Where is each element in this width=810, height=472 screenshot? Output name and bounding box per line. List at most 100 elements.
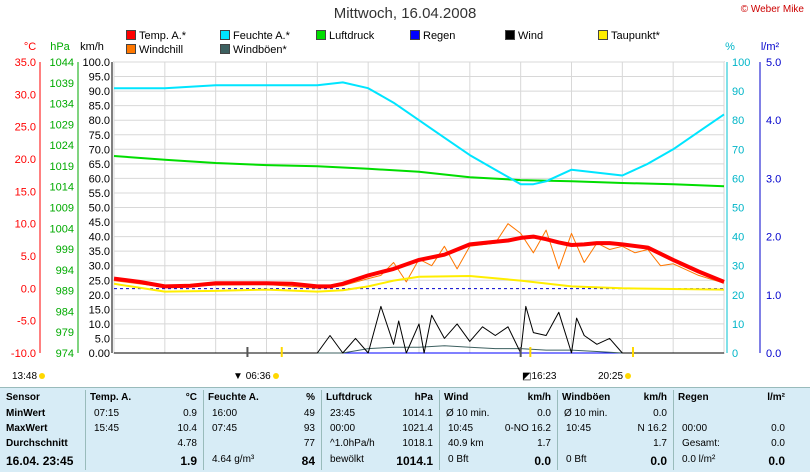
row-label: MinWert — [6, 408, 46, 419]
rain-tick-label: 0.0 — [766, 348, 781, 360]
cell-label: 15:45 — [94, 423, 120, 434]
marker-sunrise: ▼ 06:36 — [233, 371, 279, 382]
rain-tick-label: 3.0 — [766, 173, 781, 185]
cell-value: 0.9 — [183, 408, 197, 419]
table-column-divider — [321, 390, 322, 470]
weather-chart: 35.0 30.0 25.0 20.0 15.0 10.0 5.0 0.0 -5.0 -10.0 1… — [11, 4, 804, 360]
cell-label: Ø 10 min. — [446, 408, 490, 419]
legend-label: Windchill — [139, 44, 184, 56]
cell-value: 0.0 — [650, 454, 667, 468]
hum-tick-label: 80 — [732, 115, 744, 127]
series-line-windben — [114, 345, 724, 354]
series-line-taupunkt — [113, 275, 725, 293]
press-tick-label: 989 — [56, 286, 74, 298]
cell-value: 0.0 — [768, 454, 785, 468]
time-tick-label: 12:00 — [405, 359, 433, 360]
cell-label: 07:15 — [94, 408, 120, 419]
unit-wind: km/h — [80, 41, 104, 53]
hum-tick-label: 50 — [732, 203, 744, 215]
press-tick-label: 1014 — [50, 182, 74, 194]
cell-value: 0.0 — [771, 438, 785, 449]
press-tick-label: 1029 — [50, 119, 74, 131]
marker-start: 13:48 — [12, 371, 46, 382]
cell-value: 49 — [303, 408, 315, 419]
hum-tick-label: 30 — [732, 261, 744, 273]
column-header: Feuchte A. — [208, 392, 259, 403]
table-column-divider — [439, 390, 440, 470]
unit-temp: °C — [24, 41, 36, 53]
column-header: Windböen — [562, 392, 611, 403]
cell-label: 0.0 l/m² — [682, 454, 716, 465]
cell-value: 84 — [301, 454, 315, 468]
legend-swatch — [598, 30, 608, 40]
row-label: 16.04. 23:45 — [6, 454, 74, 468]
series-line-feuchtea — [114, 81, 725, 186]
cell-label: 16:00 — [212, 408, 238, 419]
wind-tick-label: 25.0 — [89, 275, 110, 287]
wind-tick-label: 55.0 — [89, 188, 110, 200]
cell-value: 1018.1 — [402, 438, 433, 449]
column-unit: km/h — [643, 392, 667, 403]
chart-title: Mittwoch, 16.04.2008 — [333, 5, 477, 22]
cell-value: 1014.1 — [396, 454, 433, 468]
moon-icon: ◩ — [522, 371, 532, 382]
rain-tick-label: 4.0 — [766, 115, 781, 127]
temp-tick-label: 30.0 — [15, 89, 36, 101]
time-tick-label: 22:00 — [659, 359, 687, 360]
wind-tick-label: 30.0 — [89, 261, 110, 273]
cell-label: ^1.0hPa/h — [330, 438, 375, 449]
press-tick-label: 979 — [56, 327, 74, 339]
cell-label: 23:45 — [330, 408, 356, 419]
wind-tick-label: 35.0 — [89, 246, 110, 258]
press-tick-label: 1034 — [50, 99, 74, 111]
cell-label: 00:00 — [330, 423, 356, 434]
unit-rain: l/m² — [761, 41, 780, 53]
rain-tick-label: 2.0 — [766, 232, 781, 244]
cell-value: 1021.4 — [402, 423, 433, 434]
legend-label: Wind — [518, 30, 544, 42]
time-tick-label: 14:00 — [456, 359, 484, 360]
wind-tick-label: 90.0 — [89, 86, 110, 98]
legend-item: Regen — [410, 30, 455, 42]
legend-swatch — [316, 30, 326, 40]
cell-value: 1.9 — [180, 454, 197, 468]
legend-swatch — [126, 44, 136, 54]
time-tick-label: 24:00 — [710, 359, 738, 360]
column-header: Wind — [444, 392, 469, 403]
hum-tick-label: 70 — [732, 144, 744, 156]
cell-value: 1.7 — [537, 438, 551, 449]
unit-hum: % — [725, 41, 735, 53]
wind-tick-label: 50.0 — [89, 203, 110, 215]
hum-tick-label: 100 — [732, 57, 750, 69]
legend-label: Feuchte A.* — [233, 30, 290, 42]
temp-tick-label: -10.0 — [11, 348, 36, 360]
wind-tick-label: 15.0 — [89, 304, 110, 316]
cell-value: 1.7 — [653, 438, 667, 449]
press-tick-label: 1044 — [50, 57, 74, 69]
wind-tick-label: 0.00 — [89, 348, 110, 360]
temp-tick-label: 20.0 — [15, 154, 36, 166]
column-unit: % — [306, 392, 315, 403]
cell-value: 93 — [303, 423, 315, 434]
time-tick-label: 04:00 — [202, 359, 230, 360]
legend-label: Luftdruck — [329, 30, 375, 42]
legend-item: Wind — [505, 30, 543, 42]
wind-tick-label: 100.0 — [82, 57, 110, 69]
marker-mid: ◩16:23 — [522, 371, 557, 382]
time-tick-label: 10:00 — [354, 359, 382, 360]
column-header: Luftdruck — [326, 392, 373, 403]
column-unit: l/m² — [767, 392, 785, 403]
table-column-divider — [85, 390, 86, 470]
cell-label: 00:00 — [682, 423, 708, 434]
cell-label: 10:45 — [448, 423, 474, 434]
hum-tick-label: 20 — [732, 290, 744, 302]
legend-item: Feuchte A.* — [220, 30, 290, 42]
wind-tick-label: 40.0 — [89, 232, 110, 244]
temp-tick-label: 35.0 — [15, 57, 36, 69]
cell-value: 0-NO 16.2 — [504, 423, 551, 434]
cell-label: 07:45 — [212, 423, 238, 434]
legend-label: Taupunkt* — [611, 30, 660, 42]
hum-tick-label: 60 — [732, 173, 744, 185]
cell-label: Ø 10 min. — [564, 408, 608, 419]
series-line-wind — [114, 305, 724, 354]
